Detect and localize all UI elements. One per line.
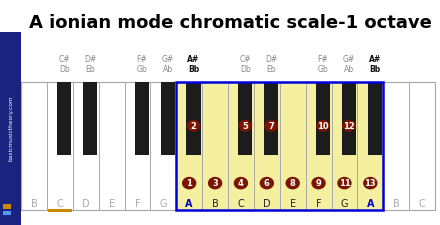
- Text: 8: 8: [290, 179, 296, 188]
- Bar: [73, 82, 99, 210]
- Text: E: E: [109, 199, 115, 209]
- Ellipse shape: [187, 120, 200, 132]
- Bar: [342, 82, 356, 155]
- Text: C#: C#: [239, 56, 251, 65]
- Bar: [280, 82, 306, 210]
- Text: A#: A#: [187, 56, 200, 65]
- Text: F: F: [135, 199, 140, 209]
- Text: 12: 12: [343, 122, 355, 130]
- Bar: [306, 82, 331, 210]
- Text: basicmusictheory.com: basicmusictheory.com: [8, 95, 13, 161]
- Text: D: D: [82, 199, 89, 209]
- Text: 6: 6: [264, 179, 270, 188]
- Text: A#: A#: [369, 56, 381, 65]
- Ellipse shape: [182, 177, 196, 189]
- Text: Bb: Bb: [188, 65, 199, 74]
- Bar: [21, 82, 435, 210]
- Text: Db: Db: [59, 65, 70, 74]
- Bar: [264, 82, 279, 155]
- Text: 13: 13: [364, 179, 376, 188]
- Ellipse shape: [260, 177, 274, 189]
- Text: Gb: Gb: [318, 65, 328, 74]
- Ellipse shape: [208, 177, 222, 189]
- Text: A: A: [185, 199, 193, 209]
- Text: 5: 5: [242, 122, 248, 130]
- Text: 4: 4: [238, 179, 244, 188]
- Bar: [367, 82, 382, 155]
- Text: 3: 3: [212, 179, 218, 188]
- Bar: [409, 82, 435, 210]
- Ellipse shape: [312, 177, 326, 189]
- Text: 7: 7: [268, 122, 274, 130]
- Bar: [135, 82, 149, 155]
- Bar: [83, 82, 97, 155]
- Bar: [150, 82, 176, 210]
- Text: G#: G#: [343, 56, 355, 65]
- Text: 1: 1: [186, 179, 192, 188]
- Ellipse shape: [316, 120, 330, 132]
- Text: Bb: Bb: [369, 65, 380, 74]
- Text: 10: 10: [317, 122, 329, 130]
- Bar: [48, 209, 72, 212]
- Text: B: B: [212, 199, 218, 209]
- Bar: [176, 82, 383, 210]
- Text: Db: Db: [240, 65, 251, 74]
- Ellipse shape: [342, 120, 356, 132]
- Bar: [57, 82, 71, 155]
- Text: G: G: [160, 199, 167, 209]
- Bar: [254, 82, 280, 210]
- Text: G#: G#: [161, 56, 174, 65]
- Ellipse shape: [234, 177, 248, 189]
- Text: 9: 9: [315, 179, 322, 188]
- Text: Gb: Gb: [136, 65, 147, 74]
- Text: 11: 11: [338, 179, 350, 188]
- Bar: [331, 82, 357, 210]
- Text: 2: 2: [191, 122, 197, 130]
- Bar: [383, 82, 409, 210]
- Bar: [316, 82, 330, 155]
- Bar: [238, 82, 253, 155]
- Ellipse shape: [264, 120, 278, 132]
- Text: E: E: [290, 199, 296, 209]
- Bar: [0, 32, 21, 225]
- Text: Ab: Ab: [344, 65, 354, 74]
- Text: C: C: [56, 199, 63, 209]
- Text: C: C: [238, 199, 244, 209]
- Bar: [202, 82, 228, 210]
- Text: F#: F#: [136, 56, 147, 65]
- Text: Eb: Eb: [266, 65, 276, 74]
- Ellipse shape: [337, 177, 352, 189]
- Bar: [3, 204, 11, 209]
- Bar: [161, 82, 175, 155]
- Text: C#: C#: [59, 56, 70, 65]
- Ellipse shape: [286, 177, 300, 189]
- Ellipse shape: [238, 120, 252, 132]
- Bar: [176, 82, 202, 210]
- Bar: [125, 82, 150, 210]
- Bar: [187, 82, 201, 155]
- Text: F#: F#: [318, 56, 328, 65]
- Text: B: B: [30, 199, 37, 209]
- Text: A ionian mode chromatic scale-1 octave: A ionian mode chromatic scale-1 octave: [29, 14, 432, 32]
- Bar: [47, 82, 73, 210]
- Bar: [228, 82, 254, 210]
- Text: G: G: [341, 199, 348, 209]
- Text: Eb: Eb: [85, 65, 95, 74]
- Bar: [21, 82, 47, 210]
- Bar: [176, 82, 383, 210]
- Text: Ab: Ab: [163, 65, 173, 74]
- Bar: [99, 82, 125, 210]
- Text: F: F: [316, 199, 321, 209]
- Text: A: A: [367, 199, 374, 209]
- Text: C: C: [419, 199, 425, 209]
- Ellipse shape: [363, 177, 378, 189]
- Text: B: B: [393, 199, 400, 209]
- Text: D: D: [263, 199, 271, 209]
- Text: D#: D#: [265, 56, 277, 65]
- Text: D#: D#: [84, 56, 96, 65]
- Bar: [357, 82, 383, 210]
- Bar: [3, 211, 11, 215]
